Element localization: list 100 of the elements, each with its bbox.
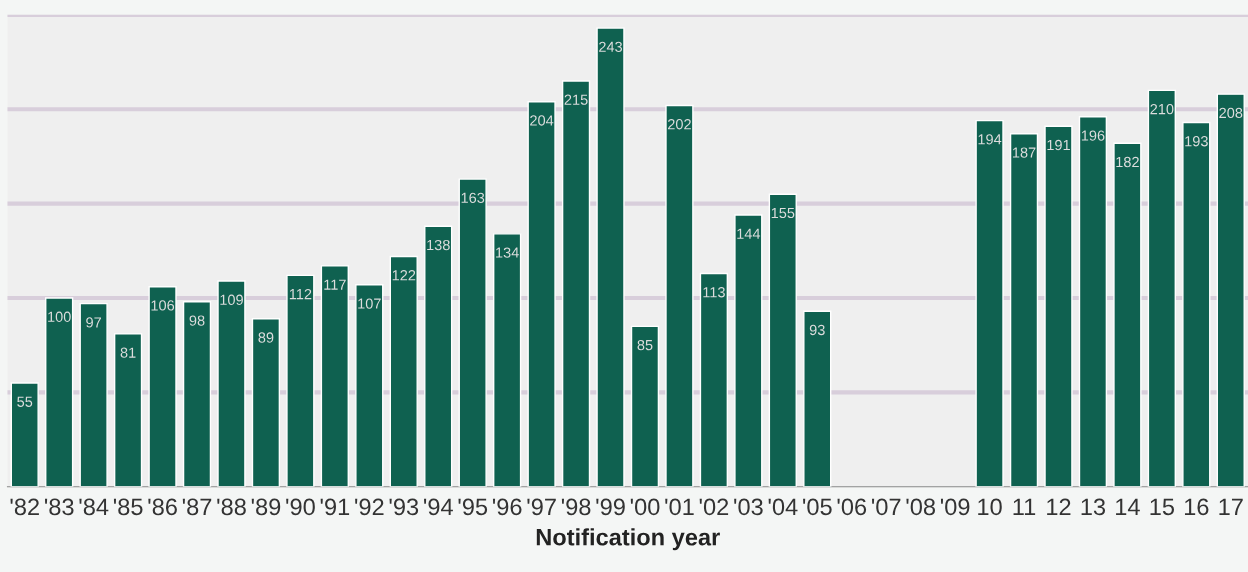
bar bbox=[699, 272, 729, 487]
data-label: 138 bbox=[427, 239, 450, 251]
x-tick-label: '94 bbox=[424, 498, 453, 516]
x-tick-label: '86 bbox=[148, 498, 177, 516]
bar bbox=[768, 193, 797, 487]
data-label: 107 bbox=[358, 298, 381, 309]
bar bbox=[734, 214, 763, 487]
data-label: 163 bbox=[461, 192, 485, 204]
x-tick-label: 10 bbox=[978, 498, 1002, 516]
data-label: 182 bbox=[1116, 156, 1139, 168]
x-tick-label: 17 bbox=[1219, 498, 1243, 515]
bar bbox=[182, 301, 212, 487]
bar bbox=[803, 310, 832, 487]
x-tick-label: '97 bbox=[527, 498, 556, 516]
data-label: 109 bbox=[220, 294, 243, 305]
data-label: 113 bbox=[703, 287, 725, 298]
bar bbox=[527, 101, 556, 487]
x-tick-label: '88 bbox=[217, 498, 246, 516]
x-tick-label: '91 bbox=[320, 498, 350, 516]
x-tick-label: '82 bbox=[10, 498, 39, 516]
x-tick-label: '01 bbox=[665, 498, 694, 516]
x-axis-title: Notification year bbox=[536, 528, 720, 551]
x-tick-label: 12 bbox=[1047, 498, 1071, 515]
data-label: 191 bbox=[1047, 139, 1070, 151]
x-tick-label: 11 bbox=[1013, 498, 1036, 515]
data-label: 193 bbox=[1185, 136, 1208, 147]
x-tick-label: '08 bbox=[906, 498, 935, 516]
x-tick-label: '89 bbox=[251, 498, 281, 516]
data-label: 89 bbox=[258, 332, 274, 343]
x-tick-label: '84 bbox=[79, 498, 109, 516]
bar bbox=[493, 233, 522, 487]
bar bbox=[424, 225, 453, 487]
data-label: 155 bbox=[771, 207, 795, 219]
data-label: 98 bbox=[189, 315, 205, 326]
bar bbox=[113, 333, 143, 487]
x-tick-label: '87 bbox=[182, 498, 212, 516]
x-tick-label: '92 bbox=[355, 498, 384, 516]
x-tick-label: '96 bbox=[492, 498, 522, 516]
data-label: 202 bbox=[668, 119, 691, 130]
x-tick-label: '09 bbox=[940, 498, 970, 516]
bar bbox=[975, 119, 1004, 487]
bar bbox=[1113, 142, 1142, 487]
data-label: 100 bbox=[48, 311, 71, 322]
bar bbox=[389, 255, 418, 487]
bar bbox=[251, 318, 281, 487]
data-label: 106 bbox=[151, 300, 175, 311]
x-tick-label: '00 bbox=[630, 498, 660, 516]
bar bbox=[79, 302, 108, 487]
data-label: 112 bbox=[289, 288, 312, 300]
x-tick-label: '99 bbox=[596, 498, 625, 516]
data-label: 208 bbox=[1219, 107, 1243, 119]
data-label: 93 bbox=[809, 324, 825, 336]
data-label: 85 bbox=[637, 339, 653, 351]
x-tick-label: '07 bbox=[872, 498, 901, 516]
bar bbox=[1078, 116, 1108, 487]
bar bbox=[217, 280, 246, 487]
bar bbox=[1009, 133, 1039, 487]
bar bbox=[45, 297, 74, 487]
data-label: 97 bbox=[86, 317, 102, 328]
x-tick-label: '05 bbox=[803, 498, 832, 516]
x-tick-label: '93 bbox=[389, 498, 419, 516]
x-tick-label: '83 bbox=[44, 498, 74, 516]
x-tick-label: '02 bbox=[699, 498, 729, 516]
data-label: 194 bbox=[978, 134, 1002, 145]
x-tick-label: 13 bbox=[1081, 498, 1106, 516]
data-label: 215 bbox=[564, 94, 588, 105]
bar bbox=[1216, 93, 1245, 487]
x-tick-label: '85 bbox=[113, 498, 143, 516]
data-label: 204 bbox=[530, 115, 554, 126]
data-label: 134 bbox=[496, 247, 519, 258]
bar bbox=[286, 274, 315, 487]
x-tick-label: '03 bbox=[734, 498, 763, 516]
bar bbox=[320, 265, 349, 487]
bar bbox=[458, 178, 487, 487]
data-label: 243 bbox=[599, 41, 623, 53]
x-tick-label: 16 bbox=[1184, 498, 1209, 516]
bar bbox=[1044, 125, 1073, 487]
data-label: 122 bbox=[392, 270, 416, 281]
data-label: 196 bbox=[1081, 130, 1105, 141]
bar bbox=[596, 27, 625, 487]
data-label: 55 bbox=[17, 396, 33, 407]
x-tick-label: '95 bbox=[458, 498, 488, 516]
x-tick-label: 15 bbox=[1150, 498, 1174, 516]
x-tick-label: '90 bbox=[286, 498, 315, 516]
data-label: 210 bbox=[1150, 103, 1174, 115]
x-tick-label: 14 bbox=[1116, 498, 1140, 515]
bar bbox=[10, 382, 39, 487]
bar bbox=[665, 104, 694, 487]
x-tick-label: '98 bbox=[561, 498, 591, 516]
data-label: 117 bbox=[324, 279, 346, 290]
data-label: 81 bbox=[120, 347, 136, 358]
x-tick-label: '06 bbox=[837, 498, 867, 516]
bar bbox=[561, 80, 591, 487]
x-tick-label: '04 bbox=[768, 498, 798, 516]
data-label: 144 bbox=[737, 228, 761, 239]
bar bbox=[1147, 89, 1176, 487]
bar bbox=[1182, 121, 1211, 487]
bar bbox=[148, 285, 177, 487]
data-label: 187 bbox=[1012, 147, 1036, 158]
bar bbox=[355, 284, 384, 487]
